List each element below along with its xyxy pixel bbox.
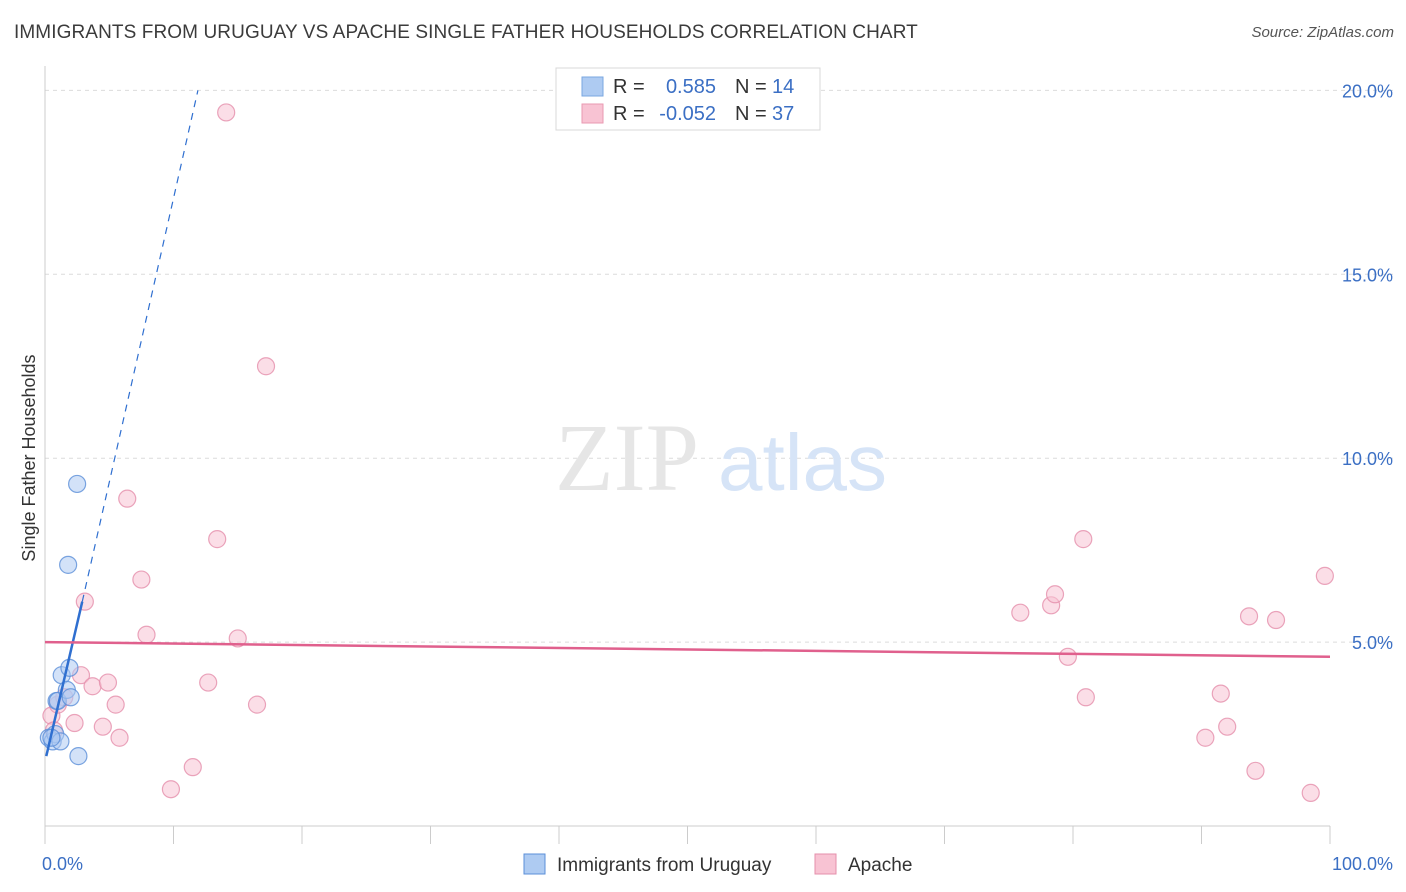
data-point	[1058, 647, 1077, 666]
stats-legend-swatch	[581, 103, 604, 124]
r-value: 0.585	[666, 76, 716, 98]
data-point	[61, 688, 80, 707]
data-point	[228, 629, 247, 648]
watermark-atlas: atlas	[718, 418, 887, 507]
trend-line-solid	[44, 640, 1331, 659]
y-axis-label: Single Father Households	[19, 354, 39, 561]
n-value: 37	[772, 103, 794, 125]
series-legend-label: Immigrants from Uruguay	[557, 855, 772, 876]
series-legend-swatch	[523, 853, 546, 875]
y-tick-labels: 5.0% 10.0% 15.0% 20.0%	[1342, 81, 1393, 653]
data-point	[69, 747, 88, 766]
data-point	[132, 570, 151, 589]
data-point	[1246, 761, 1265, 780]
data-point	[247, 695, 267, 714]
data-point	[1301, 783, 1320, 802]
x-tick-labels: 0.0% 100.0%	[42, 854, 1393, 874]
data-point	[1218, 717, 1237, 736]
y-tick-label: 15.0%	[1342, 265, 1393, 285]
chart-title: IMMIGRANTS FROM URUGUAY VS APACHE SINGLE…	[14, 22, 918, 43]
data-point	[83, 677, 102, 696]
data-point	[1266, 610, 1286, 630]
data-point	[106, 695, 125, 714]
x-tick-label: 100.0%	[1332, 854, 1393, 874]
data-point	[199, 673, 218, 692]
watermark-zip: ZIP	[555, 404, 699, 511]
data-point	[118, 489, 137, 508]
data-point	[68, 474, 87, 494]
data-point	[1211, 684, 1230, 703]
data-point	[1076, 688, 1095, 707]
r-label: R =	[613, 103, 645, 125]
data-point	[217, 103, 236, 122]
data-point	[110, 728, 129, 747]
trend-line-dashed	[81, 90, 199, 602]
series-legend-swatch	[814, 853, 837, 875]
watermark: ZIP atlas	[555, 404, 887, 511]
source-label: Source: ZipAtlas.com	[1251, 24, 1394, 41]
trend-lines	[44, 90, 1331, 757]
data-point	[93, 717, 112, 736]
data-point	[1196, 728, 1215, 747]
data-point	[65, 713, 84, 733]
data-point	[1011, 603, 1030, 622]
data-point	[1315, 566, 1334, 585]
data-point	[208, 530, 227, 549]
data-point	[161, 780, 181, 799]
stats-legend: R = 0.585 N = 14 R = -0.052 N = 37	[555, 67, 821, 131]
x-tick-label: 0.0%	[42, 854, 83, 874]
n-label: N =	[735, 76, 767, 98]
y-tick-label: 5.0%	[1352, 633, 1393, 653]
axes	[44, 66, 1331, 844]
grid-lines	[45, 89, 1395, 643]
y-tick-label: 20.0%	[1342, 81, 1393, 101]
trend-line-solid	[45, 601, 84, 757]
data-point	[137, 625, 156, 644]
data-point	[256, 357, 276, 376]
r-label: R =	[613, 76, 645, 98]
data-point	[1239, 607, 1259, 626]
series-legend-label: Apache	[848, 855, 912, 876]
data-point	[98, 673, 118, 692]
y-tick-label: 10.0%	[1342, 449, 1393, 469]
data-point	[75, 592, 94, 611]
data-point	[1045, 585, 1065, 604]
series-legend: Immigrants from Uruguay Apache	[523, 853, 912, 876]
r-value: -0.052	[659, 103, 716, 125]
n-label: N =	[735, 103, 767, 125]
n-value: 14	[772, 76, 794, 98]
stats-legend-swatch	[581, 76, 604, 97]
data-point	[59, 555, 78, 574]
data-point	[183, 758, 202, 777]
data-points	[39, 103, 1334, 802]
data-point	[1074, 530, 1093, 549]
